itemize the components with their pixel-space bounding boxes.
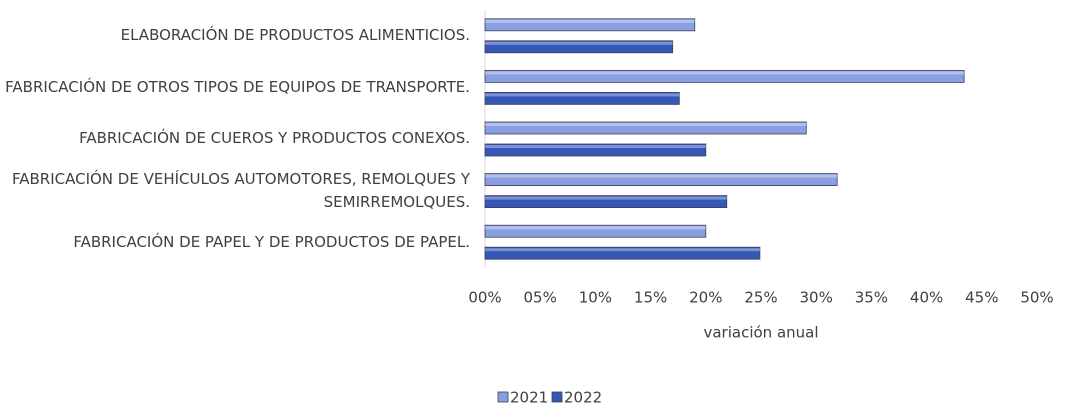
x-tick-label: 50% xyxy=(1020,289,1053,307)
x-tick-label: 10% xyxy=(579,289,612,307)
bar-highlight xyxy=(485,145,706,148)
x-tick-label: 20% xyxy=(689,289,722,307)
legend-swatch xyxy=(497,391,509,403)
bar-highlight xyxy=(485,93,680,97)
x-tick-label: 15% xyxy=(634,289,667,307)
x-tick-label: 00% xyxy=(468,289,501,307)
y-tick-label: ELABORACIÓN DE PRODUCTOS ALIMENTICIOS. xyxy=(120,26,470,45)
bar-highlight xyxy=(485,226,706,230)
x-tick-label: 30% xyxy=(800,289,833,307)
bar-highlight xyxy=(485,41,673,45)
x-tick-label: 05% xyxy=(524,289,557,307)
bar xyxy=(484,40,674,54)
bar xyxy=(484,92,680,105)
bar-highlight xyxy=(485,248,760,252)
y-tick-label: FABRICACIÓN DE PAPEL Y DE PRODUCTOS DE P… xyxy=(73,232,470,251)
bar-highlight xyxy=(485,71,965,75)
bar-highlight xyxy=(485,19,695,23)
y-tick-label: FABRICACIÓN DE CUEROS Y PRODUCTOS CONEXO… xyxy=(79,129,470,148)
bar-highlight xyxy=(485,196,727,200)
bar xyxy=(484,246,761,260)
y-tick-label: FABRICACIÓN DE VEHÍCULOS AUTOMOTORES, RE… xyxy=(11,169,470,211)
bar xyxy=(484,224,707,238)
x-tick-label: 40% xyxy=(910,289,943,307)
bar xyxy=(484,70,965,83)
bar xyxy=(484,173,838,187)
x-tick-label: 25% xyxy=(744,289,777,307)
y-tick-label: FABRICACIÓN DE OTROS TIPOS DE EQUIPOS DE… xyxy=(5,77,470,96)
legend-swatch xyxy=(551,391,563,403)
x-tick-label: 45% xyxy=(965,289,998,307)
bar xyxy=(484,143,707,157)
legend-label: 2021 xyxy=(510,389,548,407)
x-axis-label: variación anual xyxy=(703,324,818,342)
bar-highlight xyxy=(485,174,838,178)
legend-label: 2022 xyxy=(564,389,602,407)
x-tick-label: 35% xyxy=(855,289,888,307)
bar-highlight xyxy=(485,123,807,126)
bar xyxy=(484,18,696,32)
bar xyxy=(484,121,807,135)
bar xyxy=(484,195,728,209)
